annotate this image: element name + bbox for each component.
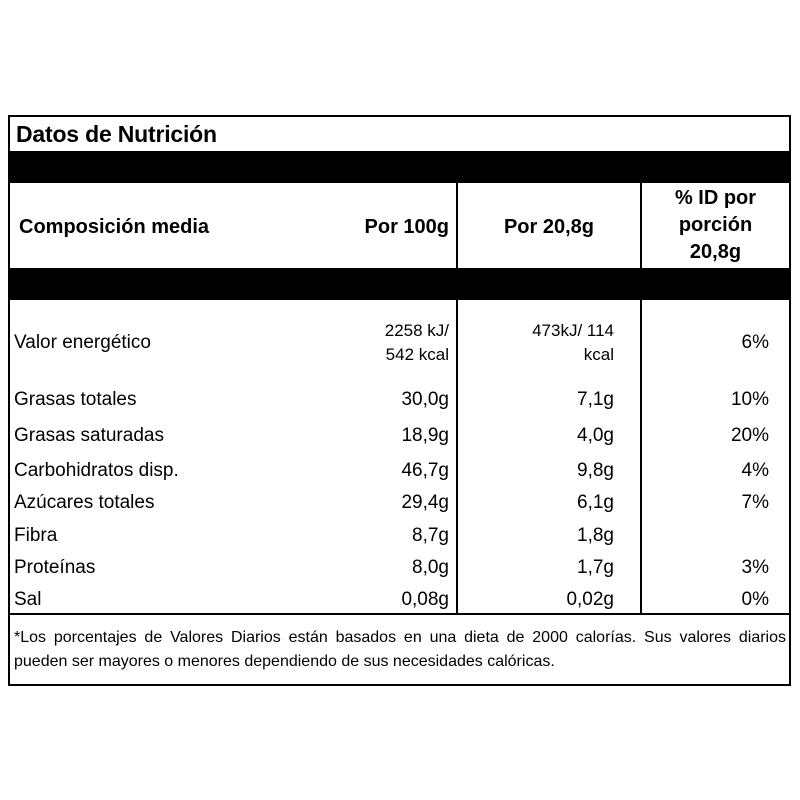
footnote: *Los porcentajes de Valores Diarios está… — [14, 629, 786, 670]
row-label: Fibra — [14, 525, 58, 546]
header-daily-value-line-2: porción — [678, 214, 753, 236]
header-band-bottom — [10, 268, 789, 300]
energy-per-100g: 2258 kJ/ 542 kcal — [385, 319, 449, 367]
row-per-100g: 8,7g — [412, 525, 449, 546]
row-per-100g: 46,7g — [401, 460, 449, 481]
energy-per-serving-kj: 473kJ/ 114 — [532, 321, 614, 340]
nutrition-facts-panel: Datos de Nutrición Composición media Por… — [8, 115, 791, 686]
energy-per-100g-kcal: 542 kcal — [385, 345, 449, 364]
row-per-serving: 4,0g — [577, 425, 614, 446]
row-per-serving: 9,8g — [577, 460, 614, 481]
column-divider-2 — [640, 183, 642, 613]
row-label: Proteínas — [14, 557, 96, 578]
row-per-serving: 7,1g — [577, 389, 614, 410]
header-daily-value-line-3: 20,8g — [689, 241, 742, 263]
row-per-100g: 29,4g — [401, 492, 449, 513]
panel-title: Datos de Nutrición — [16, 121, 217, 147]
row-label: Sal — [14, 589, 42, 610]
column-divider-1 — [456, 183, 458, 613]
header-composition: Composición media — [19, 216, 210, 238]
row-per-100g: 30,0g — [401, 389, 449, 410]
header-band-top — [10, 151, 789, 183]
energy-per-100g-kj: 2258 kJ/ — [384, 321, 449, 340]
header-per-100g: Por 100g — [364, 216, 449, 238]
row-per-serving: 6,1g — [577, 492, 614, 513]
row-label: Azúcares totales — [14, 492, 155, 513]
row-per-serving: 1,8g — [577, 525, 614, 546]
row-label: Carbohidratos disp. — [14, 460, 179, 481]
row-daily-value: 20% — [730, 425, 769, 446]
energy-per-serving: 473kJ/ 114 kcal — [532, 319, 614, 367]
energy-per-serving-kcal: kcal — [583, 345, 614, 364]
header-daily-value: % ID por porción 20,8g — [642, 185, 789, 266]
row-per-100g: 8,0g — [412, 557, 449, 578]
row-per-100g: 18,9g — [401, 425, 449, 446]
row-label: Grasas saturadas — [14, 425, 164, 446]
energy-label: Valor energético — [14, 332, 151, 353]
header-daily-value-line-1: % ID por — [674, 187, 757, 209]
row-per-serving: 0,02g — [566, 589, 614, 610]
row-daily-value: 4% — [741, 460, 769, 481]
footnote-divider — [10, 613, 789, 615]
row-daily-value: 3% — [741, 557, 769, 578]
row-per-serving: 1,7g — [577, 557, 614, 578]
row-daily-value: 10% — [730, 389, 769, 410]
row-daily-value: 0% — [741, 589, 769, 610]
energy-daily-value: 6% — [741, 332, 769, 353]
row-per-100g: 0,08g — [401, 589, 449, 610]
row-label: Grasas totales — [14, 389, 137, 410]
header-per-serving: Por 20,8g — [503, 216, 595, 238]
row-daily-value: 7% — [741, 492, 769, 513]
